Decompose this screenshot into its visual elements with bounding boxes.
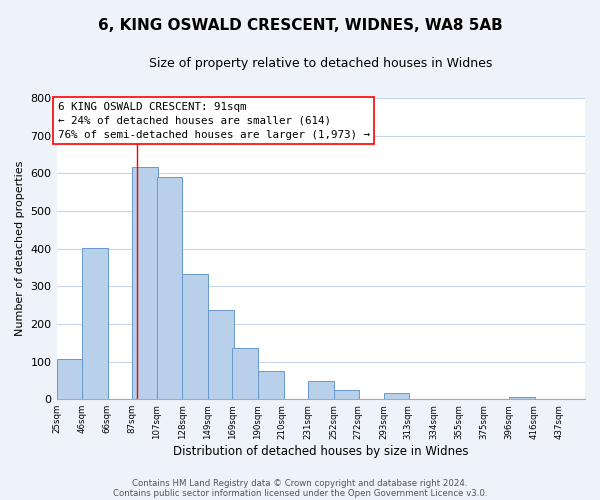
Text: 6, KING OSWALD CRESCENT, WIDNES, WA8 5AB: 6, KING OSWALD CRESCENT, WIDNES, WA8 5AB bbox=[98, 18, 502, 32]
Bar bbox=[56, 360, 82, 399]
Title: Size of property relative to detached houses in Widnes: Size of property relative to detached ho… bbox=[149, 58, 493, 70]
Text: 6 KING OSWALD CRESCENT: 91sqm
← 24% of detached houses are smaller (614)
76% of : 6 KING OSWALD CRESCENT: 91sqm ← 24% of d… bbox=[58, 102, 370, 140]
Bar bbox=[208, 310, 233, 399]
Bar bbox=[509, 396, 535, 399]
Bar bbox=[232, 348, 258, 399]
Bar bbox=[308, 381, 334, 399]
Bar bbox=[383, 393, 409, 399]
Bar bbox=[157, 176, 182, 399]
Y-axis label: Number of detached properties: Number of detached properties bbox=[15, 161, 25, 336]
Text: Contains HM Land Registry data © Crown copyright and database right 2024.: Contains HM Land Registry data © Crown c… bbox=[132, 478, 468, 488]
Text: Contains public sector information licensed under the Open Government Licence v3: Contains public sector information licen… bbox=[113, 488, 487, 498]
Bar bbox=[182, 274, 208, 399]
Bar bbox=[132, 167, 158, 399]
Bar bbox=[258, 370, 284, 399]
Bar bbox=[82, 248, 108, 399]
Bar bbox=[334, 390, 359, 399]
X-axis label: Distribution of detached houses by size in Widnes: Distribution of detached houses by size … bbox=[173, 444, 469, 458]
